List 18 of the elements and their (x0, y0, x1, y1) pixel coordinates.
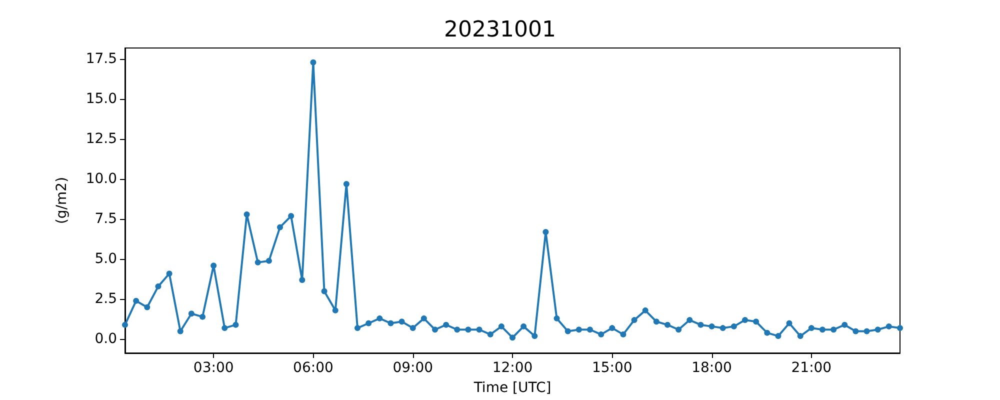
x-tick-label: 06:00 (293, 360, 334, 376)
y-tick-label: 15.0 (86, 91, 117, 108)
x-tick-label: 12:00 (492, 360, 533, 376)
y-tick-label: 17.5 (86, 51, 117, 68)
x-tick-label: 15:00 (592, 360, 632, 376)
chart-title: 20231001 (444, 18, 556, 42)
x-tick-label: 18:00 (692, 360, 732, 376)
y-tick-label: 5.0 (94, 251, 117, 268)
x-tick-label: 09:00 (392, 360, 434, 376)
y-tick-label: 2.5 (94, 291, 117, 308)
y-tick-label: 10.0 (86, 171, 117, 188)
x-axis-title: Time [UTC] (472, 380, 552, 396)
y-tick-label: 7.5 (94, 211, 117, 228)
x-tick-label: 21:00 (791, 360, 832, 376)
x-tick-label: 03:00 (193, 360, 234, 376)
y-axis-title: (g/m2) (54, 176, 70, 224)
y-tick-label: 0.0 (94, 331, 117, 348)
y-tick-label: 12.5 (86, 131, 117, 148)
